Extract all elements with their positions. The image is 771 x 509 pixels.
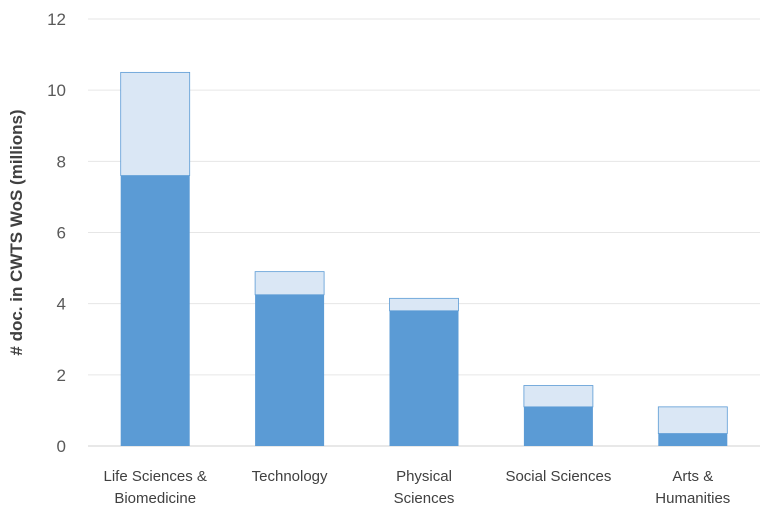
y-tick-label: 6 [57, 224, 66, 243]
y-tick-label: 4 [57, 295, 66, 314]
x-axis-labels: Life Sciences & Biomedicine Technology Phys… [104, 468, 731, 507]
x-category-label: Life Sciences & Biomedicine [104, 468, 207, 507]
y-tick-label: 10 [47, 81, 66, 100]
y-axis-title: # doc. in CWTS WoS (millions) [7, 109, 26, 355]
bar-segment-primary [523, 406, 593, 446]
bar-segment-primary [389, 310, 459, 446]
y-tick-label: 2 [57, 366, 66, 385]
bars [120, 71, 728, 447]
x-category-label: Arts & Humanities [655, 468, 730, 507]
x-category-label: Physical Sciences [394, 468, 455, 507]
x-category-label: Technology [252, 468, 328, 485]
bar-segment-secondary [254, 271, 325, 296]
y-tick-label: 8 [57, 152, 66, 171]
y-axis-ticks: 0 2 4 6 8 10 12 [47, 10, 66, 456]
bar-segment-primary [658, 433, 728, 446]
bar-segment-secondary [389, 297, 459, 312]
bar-segment-secondary [120, 71, 191, 176]
bar-segment-secondary [657, 406, 728, 434]
bar-segment-primary [120, 175, 190, 447]
bar-segment-primary [255, 294, 325, 446]
x-category-label: Social Sciences [505, 468, 611, 485]
bar-segment-secondary [523, 385, 594, 408]
y-tick-label: 0 [57, 437, 66, 456]
y-tick-label: 12 [47, 10, 66, 29]
